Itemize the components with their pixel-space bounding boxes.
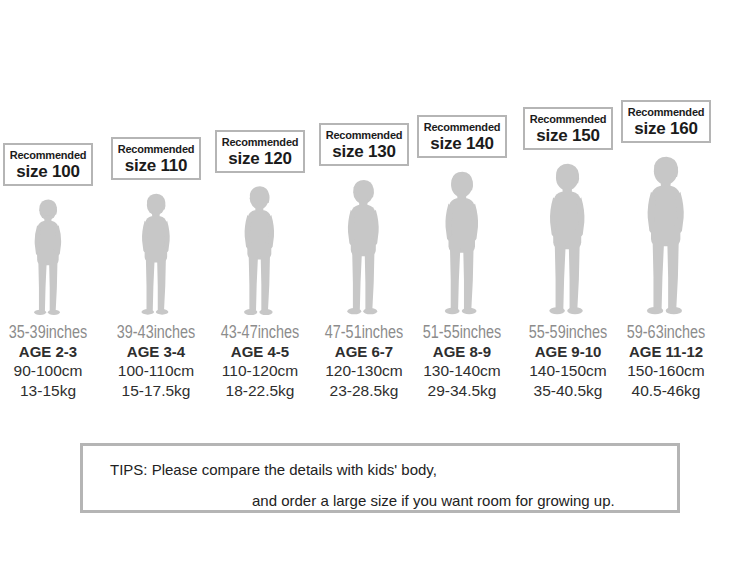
child-silhouette-icon [134, 192, 179, 318]
size-label: size 130 [326, 142, 403, 161]
measurements: 39-43inches AGE 3-4 100-110cm 15-17.5kg [101, 322, 211, 401]
recommended-label: Recommended [10, 149, 87, 162]
recommended-size-box: Recommended size 160 [621, 100, 712, 143]
age-range: AGE 8-9 [407, 342, 517, 361]
measurements: 51-55inches AGE 8-9 130-140cm 29-34.5kg [407, 322, 517, 401]
tips-box: TIPS: Please compare the details with ki… [80, 443, 680, 513]
size-column-110: Recommended size 110 39-43inches AGE 3-4… [101, 0, 211, 401]
height-inches: 35-39inches [0, 322, 103, 342]
weight-kg: 35-40.5kg [513, 381, 623, 401]
height-inches: 43-47inches [205, 322, 315, 342]
recommended-size-box: Recommended size 110 [111, 137, 202, 180]
recommended-size-box: Recommended size 120 [215, 130, 306, 173]
size-column-150: Recommended size 150 55-59inches AGE 9-1… [513, 0, 623, 401]
age-range: AGE 4-5 [205, 342, 315, 361]
recommended-label: Recommended [118, 143, 195, 156]
recommended-label: Recommended [530, 113, 607, 126]
height-inches: 39-43inches [101, 322, 211, 342]
measurements: 35-39inches AGE 2-3 90-100cm 13-15kg [0, 322, 103, 401]
height-cm: 140-150cm [513, 361, 623, 381]
recommended-size-box: Recommended size 140 [417, 115, 508, 158]
size-label: size 110 [118, 156, 195, 175]
measurements: 47-51inches AGE 6-7 120-130cm 23-28.5kg [309, 322, 419, 401]
height-cm: 120-130cm [309, 361, 419, 381]
recommended-label: Recommended [628, 106, 705, 119]
size-label: size 150 [530, 126, 607, 145]
height-cm: 90-100cm [0, 361, 103, 381]
recommended-size-box: Recommended size 150 [523, 107, 614, 150]
child-silhouette-icon [637, 155, 696, 318]
recommended-label: Recommended [326, 129, 403, 142]
size-label: size 160 [628, 119, 705, 138]
size-column-140: Recommended size 140 51-55inches AGE 8-9… [407, 0, 517, 401]
weight-kg: 40.5-46kg [611, 381, 721, 401]
size-column-160: Recommended size 160 59-63inches AGE 11-… [611, 0, 721, 401]
child-silhouette-icon [540, 162, 596, 318]
size-label: size 140 [424, 134, 501, 153]
age-range: AGE 2-3 [0, 342, 103, 361]
age-range: AGE 9-10 [513, 342, 623, 361]
size-column-120: Recommended size 120 43-47inches AGE 4-5… [205, 0, 315, 401]
size-column-100: Recommended size 100 35-39inches AGE 2-3… [0, 0, 103, 401]
height-cm: 100-110cm [101, 361, 211, 381]
height-inches: 51-55inches [407, 322, 517, 342]
height-cm: 130-140cm [407, 361, 517, 381]
tips-line-1: TIPS: Please compare the details with ki… [110, 454, 677, 485]
kids-size-chart: Recommended size 100 35-39inches AGE 2-3… [0, 0, 750, 577]
height-cm: 110-120cm [205, 361, 315, 381]
weight-kg: 13-15kg [0, 381, 103, 401]
height-inches: 47-51inches [309, 322, 419, 342]
size-label: size 120 [222, 149, 299, 168]
measurements: 43-47inches AGE 4-5 110-120cm 18-22.5kg [205, 322, 315, 401]
height-inches: 59-63inches [611, 322, 721, 342]
age-range: AGE 6-7 [309, 342, 419, 361]
measurements: 55-59inches AGE 9-10 140-150cm 35-40.5kg [513, 322, 623, 401]
measurements: 59-63inches AGE 11-12 150-160cm 40.5-46k… [611, 322, 721, 401]
child-silhouette-icon [236, 185, 284, 318]
child-silhouette-icon [339, 178, 389, 318]
child-silhouette-icon [436, 170, 489, 318]
weight-kg: 15-17.5kg [101, 381, 211, 401]
age-range: AGE 3-4 [101, 342, 211, 361]
height-inches: 55-59inches [513, 322, 623, 342]
tips-line-2: and order a large size if you want room … [110, 485, 677, 516]
size-label: size 100 [10, 162, 87, 181]
recommended-label: Recommended [424, 121, 501, 134]
age-range: AGE 11-12 [611, 342, 721, 361]
recommended-size-box: Recommended size 100 [3, 143, 94, 186]
recommended-label: Recommended [222, 136, 299, 149]
weight-kg: 29-34.5kg [407, 381, 517, 401]
recommended-size-box: Recommended size 130 [319, 123, 410, 166]
size-column-130: Recommended size 130 47-51inches AGE 6-7… [309, 0, 419, 401]
weight-kg: 23-28.5kg [309, 381, 419, 401]
child-silhouette-icon [27, 198, 70, 318]
weight-kg: 18-22.5kg [205, 381, 315, 401]
height-cm: 150-160cm [611, 361, 721, 381]
